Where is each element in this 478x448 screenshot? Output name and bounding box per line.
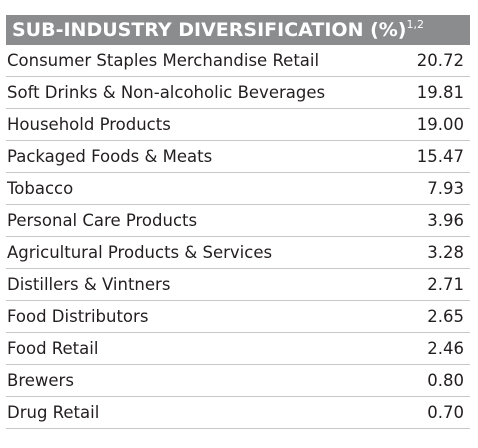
weight-value: 19.00 (416, 115, 464, 134)
table-row: Drug Retail 0.70 (6, 397, 470, 429)
table-row: Household Products 19.00 (6, 109, 470, 141)
table-row: Agricultural Products & Services 3.28 (6, 237, 470, 269)
sub-industry-name: Agricultural Products & Services (7, 243, 273, 262)
table-body: Consumer Staples Merchandise Retail 20.72… (6, 45, 470, 429)
table-row: Food Distributors 2.65 (6, 301, 470, 333)
table-row: Food Retail 2.46 (6, 333, 470, 365)
weight-value: 20.72 (416, 51, 464, 70)
sub-industry-name: Consumer Staples Merchandise Retail (7, 51, 320, 70)
table-header: SUB-INDUSTRY DIVERSIFICATION (%)1,2 (6, 15, 470, 45)
weight-value: 7.93 (427, 179, 464, 198)
sub-industry-name: Brewers (7, 371, 74, 390)
sub-industry-name: Drug Retail (7, 403, 100, 422)
sub-industry-name: Personal Care Products (7, 211, 198, 230)
weight-value: 15.47 (416, 147, 464, 166)
sub-industry-name: Tobacco (7, 179, 74, 198)
sub-industry-name: Soft Drinks & Non-alcoholic Beverages (7, 83, 326, 102)
table-row: Brewers 0.80 (6, 365, 470, 397)
table-row: Distillers & Vintners 2.71 (6, 269, 470, 301)
sub-industry-name: Household Products (7, 115, 171, 134)
table-row: Packaged Foods & Meats 15.47 (6, 141, 470, 173)
header-title: SUB-INDUSTRY DIVERSIFICATION (%) (12, 19, 407, 41)
weight-value: 2.65 (427, 307, 464, 326)
weight-value: 3.28 (427, 243, 464, 262)
weight-value: 3.96 (427, 211, 464, 230)
table-row: Soft Drinks & Non-alcoholic Beverages 19.… (6, 77, 470, 109)
table: SUB-INDUSTRY DIVERSIFICATION (%)1,2 Cons… (6, 15, 470, 429)
table-row: Consumer Staples Merchandise Retail 20.72 (6, 45, 470, 77)
weight-value: 0.70 (427, 403, 464, 422)
footnote-refs: 1,2 (406, 18, 425, 31)
table-row: Personal Care Products 3.96 (6, 205, 470, 237)
sub-industry-name: Packaged Foods & Meats (7, 147, 213, 166)
weight-value: 2.71 (427, 275, 464, 294)
weight-value: 0.80 (427, 371, 464, 390)
sub-industry-name: Food Distributors (7, 307, 149, 326)
weight-value: 2.46 (427, 339, 464, 358)
sub-industry-name: Food Retail (7, 339, 99, 358)
table-row: Tobacco 7.93 (6, 173, 470, 205)
weight-value: 19.81 (416, 83, 464, 102)
sub-industry-name: Distillers & Vintners (7, 275, 171, 294)
